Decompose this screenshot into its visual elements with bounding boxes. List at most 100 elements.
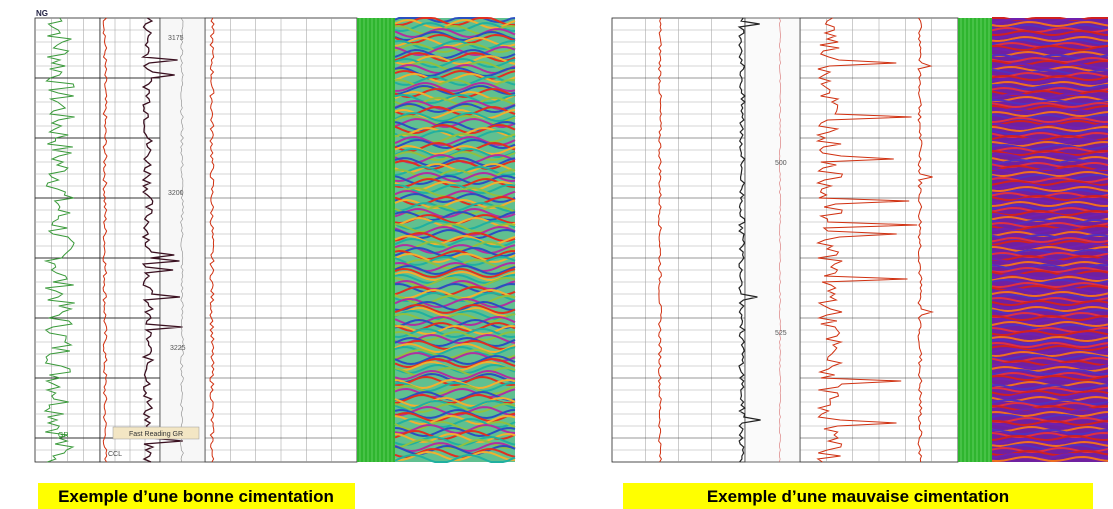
vdl-wave [394, 282, 516, 294]
log-curve [779, 17, 781, 463]
vdl-wave [394, 225, 516, 237]
vdl-wave [991, 125, 1109, 133]
vdl-wave [991, 338, 1109, 346]
log-curve [815, 17, 918, 463]
vdl-wave [394, 231, 516, 243]
vdl-wave [991, 209, 1109, 217]
log-curve [209, 17, 215, 463]
vdl-wave [991, 80, 1109, 88]
vdl-wave [394, 45, 516, 57]
log-header: NG [36, 9, 48, 18]
vdl-wave [991, 128, 1109, 136]
vdl-wave [394, 294, 516, 306]
vdl-wave [991, 305, 1109, 313]
vdl-wave [394, 258, 516, 270]
vdl-wave [394, 36, 516, 48]
vdl-wave [991, 110, 1109, 118]
vdl-wave [991, 23, 1109, 31]
log-curve [102, 17, 108, 463]
caption-box [623, 483, 1093, 509]
vdl-wave [991, 374, 1109, 382]
vdl-wave [991, 302, 1109, 310]
vdl-wave [394, 256, 516, 266]
vdl-wave [394, 177, 516, 188]
vdl-wave [394, 90, 516, 102]
track-label: Fast Reading GR [129, 431, 183, 438]
vdl-wave [991, 74, 1109, 82]
vdl-wave [991, 98, 1109, 106]
vdl-wave [394, 132, 516, 144]
vdl-wave [991, 263, 1109, 271]
vdl-wave [991, 320, 1109, 328]
vdl-wave [394, 159, 516, 171]
vdl-wave [394, 327, 516, 339]
vdl-wave [991, 176, 1109, 184]
vdl-wave [991, 44, 1109, 52]
vdl-wave [394, 138, 516, 150]
vdl-wave [394, 67, 516, 77]
vdl-wave [991, 170, 1109, 178]
depth-label: 525 [775, 330, 787, 337]
vdl-wave [991, 434, 1109, 442]
vdl-wave [394, 123, 516, 135]
vdl-wave [991, 56, 1109, 64]
vdl-wave [991, 410, 1109, 418]
vdl-wave [991, 236, 1109, 244]
vdl-wave [394, 312, 516, 324]
vdl-wave [394, 157, 516, 167]
vdl-wave [394, 426, 516, 438]
vdl-wave [991, 143, 1109, 151]
caption: Exemple d’une bonne cimentation [58, 487, 334, 506]
vdl-wave [991, 62, 1109, 70]
vdl-wave [394, 336, 516, 348]
vdl-wave [991, 455, 1109, 463]
caption: Exemple d’une mauvaise cimentation [707, 487, 1009, 506]
vdl-wave [991, 185, 1109, 193]
vdl-wave [394, 346, 516, 356]
vdl-wave [394, 19, 516, 29]
vdl-wave [394, 24, 516, 36]
vdl-wave [991, 38, 1109, 46]
vdl-wave [991, 197, 1109, 205]
log-curve [140, 17, 183, 463]
vdl-wave [991, 329, 1109, 337]
vdl-wave [991, 344, 1109, 352]
vdl-wave [991, 101, 1109, 109]
caption-box [38, 483, 355, 509]
vdl-wave [394, 303, 516, 315]
depth-track [744, 17, 801, 463]
vdl-wave [991, 203, 1109, 211]
vdl-wave [394, 435, 516, 447]
vdl-wave [394, 397, 516, 407]
vdl-wave [394, 165, 516, 177]
vdl-wave [991, 200, 1109, 208]
vdl-wave [991, 299, 1109, 307]
vdl-wave [991, 35, 1109, 43]
vdl-wave [991, 383, 1109, 391]
vdl-wave [394, 267, 516, 278]
vdl-wave [991, 122, 1109, 130]
vdl-wave [394, 399, 516, 411]
vdl-wave [394, 270, 516, 282]
vdl-wave [394, 102, 516, 114]
log-curve [737, 17, 761, 463]
depth-label: 500 [775, 160, 787, 167]
vdl-wave [394, 363, 516, 375]
vdl-wave [991, 83, 1109, 91]
good-cement-log [34, 17, 516, 463]
vdl-wave [394, 219, 516, 231]
depth-label: 3225 [170, 345, 186, 352]
vdl-wave [394, 17, 516, 24]
vdl-wave [394, 358, 516, 369]
vdl-wave [991, 398, 1109, 406]
vdl-wave [394, 384, 516, 396]
vdl-wave [991, 257, 1109, 265]
vdl-wave [394, 28, 516, 38]
vdl-wave [991, 341, 1109, 349]
vdl-wave [394, 21, 516, 33]
log-curve [43, 17, 75, 463]
vdl-wave [991, 227, 1109, 235]
vdl-wave [991, 428, 1109, 436]
vdl-wave [991, 32, 1109, 40]
